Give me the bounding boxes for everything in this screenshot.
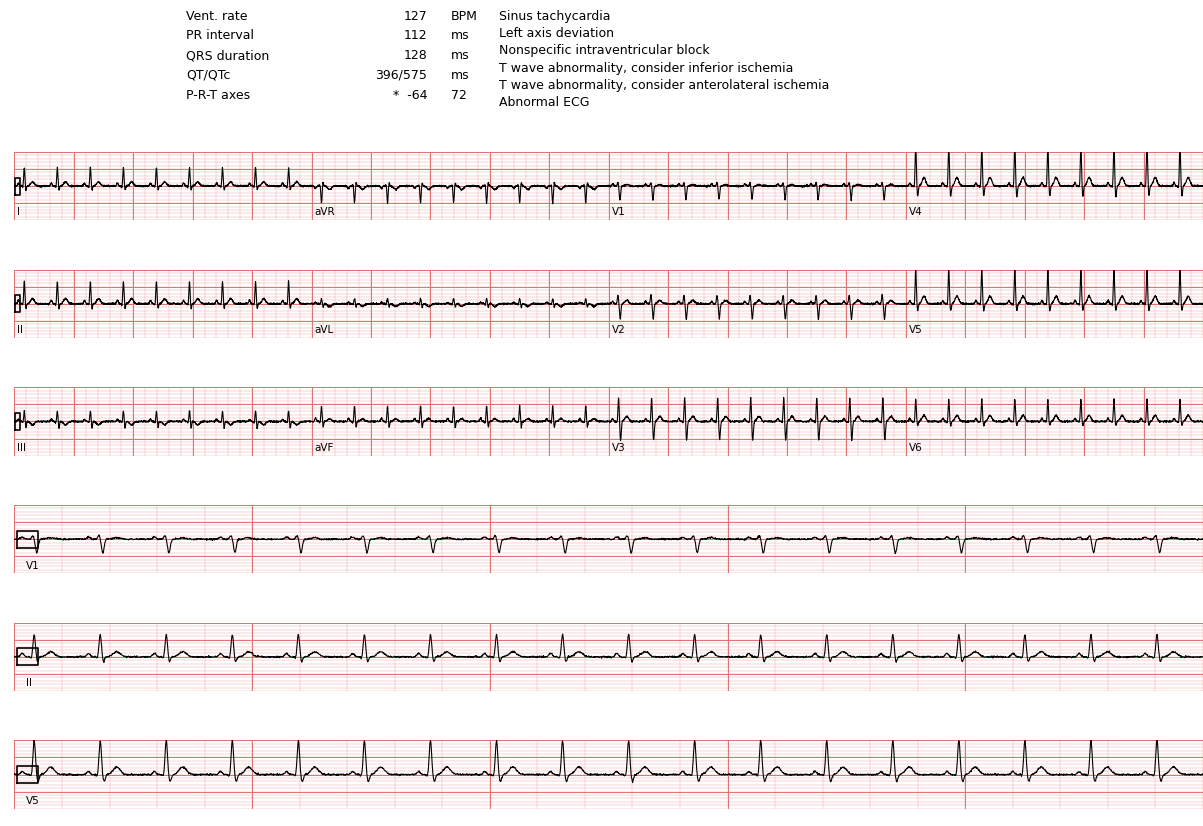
Text: ms: ms bbox=[451, 49, 469, 62]
Text: Left axis deviation: Left axis deviation bbox=[499, 27, 615, 40]
Text: BPM: BPM bbox=[451, 10, 478, 22]
Text: 128: 128 bbox=[403, 49, 427, 62]
Text: V5: V5 bbox=[908, 325, 923, 335]
Text: V5: V5 bbox=[26, 796, 40, 806]
Text: QT/QTc: QT/QTc bbox=[186, 69, 231, 82]
Text: P-R-T axes: P-R-T axes bbox=[186, 88, 250, 102]
Text: 127: 127 bbox=[403, 10, 427, 22]
Text: V6: V6 bbox=[908, 443, 923, 453]
Text: Sinus tachycardia: Sinus tachycardia bbox=[499, 10, 611, 22]
Text: T wave abnormality, consider anterolateral ischemia: T wave abnormality, consider anterolater… bbox=[499, 79, 830, 92]
Text: aVL: aVL bbox=[314, 325, 333, 335]
Text: 396/575: 396/575 bbox=[375, 69, 427, 82]
Text: V1: V1 bbox=[611, 207, 626, 217]
Text: V2: V2 bbox=[611, 325, 626, 335]
Text: V4: V4 bbox=[908, 207, 923, 217]
Text: 112: 112 bbox=[403, 30, 427, 42]
Text: Vent. rate: Vent. rate bbox=[186, 10, 248, 22]
Text: aVR: aVR bbox=[314, 207, 336, 217]
Text: Abnormal ECG: Abnormal ECG bbox=[499, 97, 589, 109]
Text: Nonspecific intraventricular block: Nonspecific intraventricular block bbox=[499, 45, 710, 57]
Text: QRS duration: QRS duration bbox=[186, 49, 269, 62]
Text: V3: V3 bbox=[611, 443, 626, 453]
Text: 72: 72 bbox=[451, 88, 467, 102]
Text: PR interval: PR interval bbox=[186, 30, 255, 42]
Text: ms: ms bbox=[451, 69, 469, 82]
Text: V1: V1 bbox=[26, 561, 40, 571]
Text: II: II bbox=[26, 678, 32, 688]
Text: II: II bbox=[17, 325, 23, 335]
Text: aVF: aVF bbox=[314, 443, 334, 453]
Text: I: I bbox=[17, 207, 20, 217]
Text: *  -64: * -64 bbox=[392, 88, 427, 102]
Text: T wave abnormality, consider inferior ischemia: T wave abnormality, consider inferior is… bbox=[499, 62, 794, 74]
Text: ms: ms bbox=[451, 30, 469, 42]
Text: III: III bbox=[17, 443, 26, 453]
